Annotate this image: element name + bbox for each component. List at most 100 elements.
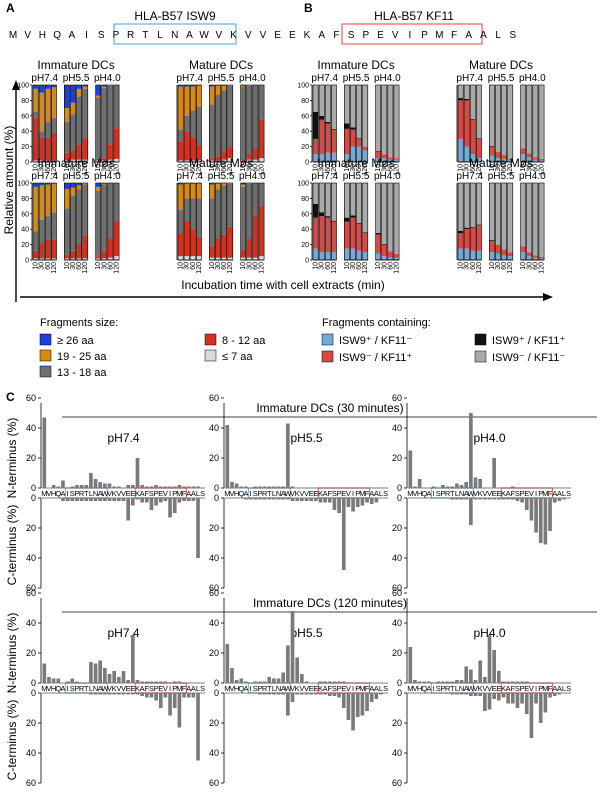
time-tick-label: 120 <box>196 164 203 176</box>
bar-segment <box>489 146 495 156</box>
n-terminus-bar <box>492 458 496 488</box>
ph-label: pH7.4 <box>31 73 58 84</box>
bar-segment <box>70 187 76 196</box>
c-terminus-bar <box>70 498 75 501</box>
bar-segment <box>246 159 252 162</box>
bar-segment <box>356 146 362 162</box>
bar-segment <box>356 85 362 139</box>
legend-swatch <box>204 349 217 362</box>
c-terminus-bar <box>61 498 65 501</box>
n-terminus-bar <box>182 486 186 488</box>
residue: A <box>557 684 562 693</box>
time-tick-label: 60 <box>221 262 228 270</box>
residue: P <box>74 489 79 498</box>
cleavage-block: Immature DCs (120 minutes) N-terminus (%)… <box>5 588 597 788</box>
bar-segment <box>33 258 39 260</box>
residue: P <box>337 684 342 693</box>
bar-segment <box>76 243 82 259</box>
n-terminus-bar <box>408 450 413 488</box>
c-terminus-bar <box>276 693 281 695</box>
n-terminus-bar <box>89 473 93 488</box>
c-terminus-bar <box>379 693 383 695</box>
residue: P <box>355 489 360 498</box>
n-terminus-bar <box>427 681 431 683</box>
bar-segment <box>470 154 476 162</box>
bar-segment <box>76 159 82 162</box>
bar-segment <box>76 88 82 97</box>
residue: S <box>509 30 516 41</box>
bar-segment <box>538 258 545 260</box>
c-terminus-bar <box>455 498 459 500</box>
residue: E <box>309 489 314 498</box>
c-terminus-bar <box>369 498 374 504</box>
n-terminus-bar <box>253 681 258 683</box>
n-terminus-bar <box>300 674 304 683</box>
bar-segment <box>178 129 184 142</box>
bar-segment <box>101 88 107 159</box>
bar-segment <box>489 239 495 241</box>
bar-segment <box>33 186 39 232</box>
residue: F <box>451 30 457 41</box>
ph-label: pH7.4 <box>311 73 338 84</box>
n-terminus-bar <box>135 680 140 683</box>
bar-segment <box>476 225 482 251</box>
c-terminus-bar <box>163 498 168 501</box>
bar-segment <box>39 131 45 138</box>
bar-segment <box>64 258 70 260</box>
time-tick-label: 60 <box>221 164 228 172</box>
bar-segment <box>82 235 88 259</box>
ph-label: pH4.0 <box>239 73 266 84</box>
time-tick-label: 120 <box>259 164 266 176</box>
n-terminus-bar <box>225 425 230 488</box>
time-tick-label: 30 <box>464 164 471 172</box>
residue: Q <box>55 684 61 693</box>
c-terminus-bar <box>473 693 478 696</box>
c-tick-label: 40 <box>209 553 219 563</box>
bar-segment <box>178 209 184 234</box>
n-terminus-bar <box>341 681 346 683</box>
c-terminus-bar <box>281 693 286 695</box>
bar-segment <box>331 129 337 153</box>
residue: L <box>562 489 566 498</box>
n-terminus-bar <box>469 413 473 488</box>
c-terminus-bar <box>196 693 200 761</box>
residue: S <box>436 684 441 693</box>
residue: P <box>257 489 262 498</box>
bar-segment <box>476 138 482 139</box>
c-terminus-bar <box>121 693 126 695</box>
bar-segment <box>344 221 350 249</box>
residue: Q <box>53 30 61 41</box>
bar-segment <box>190 256 196 260</box>
c-tick-label: 40 <box>26 748 36 758</box>
residue: Q <box>55 489 61 498</box>
bar-segment <box>215 257 221 260</box>
n-terminus-bar <box>130 635 135 683</box>
bar-segment <box>107 183 113 239</box>
ph-label: pH7.4 <box>456 73 483 84</box>
c-terminus-label: C-terminus (%) <box>5 700 19 781</box>
c-terminus-bar <box>89 693 93 695</box>
time-tick-label: 120 <box>539 262 546 274</box>
residue: K <box>478 489 483 498</box>
c-terminus-bar <box>492 498 496 500</box>
c-terminus-bar <box>360 498 365 506</box>
residue: W <box>199 30 209 41</box>
time-tick-label: 30 <box>350 262 357 270</box>
n-tick-label: 20 <box>392 648 402 658</box>
time-tick-label: 30 <box>70 164 77 172</box>
bar-segment <box>319 183 325 213</box>
c-terminus-bar <box>360 693 365 716</box>
c-terminus-bar <box>281 498 286 500</box>
n-terminus-bar <box>441 485 445 488</box>
residue: V <box>24 30 31 41</box>
bar-segment <box>70 250 76 259</box>
c-terminus-bar <box>487 498 492 500</box>
bar-segment <box>113 183 120 222</box>
bar-segment <box>520 183 526 247</box>
time-tick-label: 30 <box>246 262 253 270</box>
c-tick-label: 20 <box>209 718 219 728</box>
bar-segment <box>76 189 82 244</box>
